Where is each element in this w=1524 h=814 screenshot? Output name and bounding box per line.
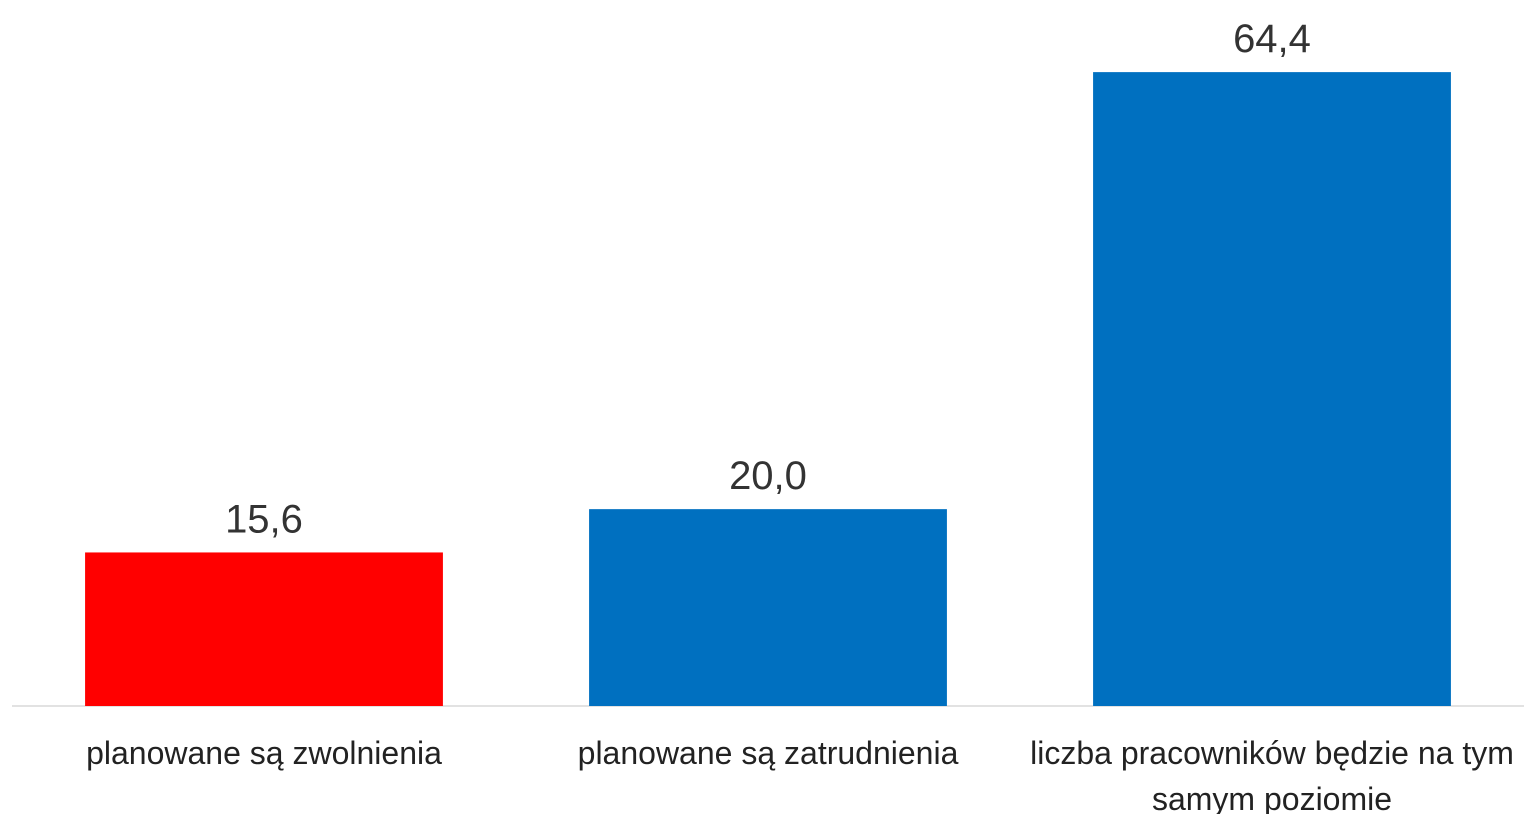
- bar: [1093, 72, 1451, 707]
- x-tick-label: liczba pracowników będzie na tym samym p…: [1030, 735, 1514, 814]
- value-label: 20,0: [729, 454, 807, 498]
- bar: [589, 509, 947, 706]
- bar: [85, 552, 443, 706]
- x-tick-label: planowane są zatrudnienia: [577, 735, 959, 771]
- value-label: 64,4: [1233, 17, 1311, 61]
- x-tick-label: planowane są zwolnienia: [86, 735, 442, 771]
- value-label: 15,6: [225, 497, 303, 541]
